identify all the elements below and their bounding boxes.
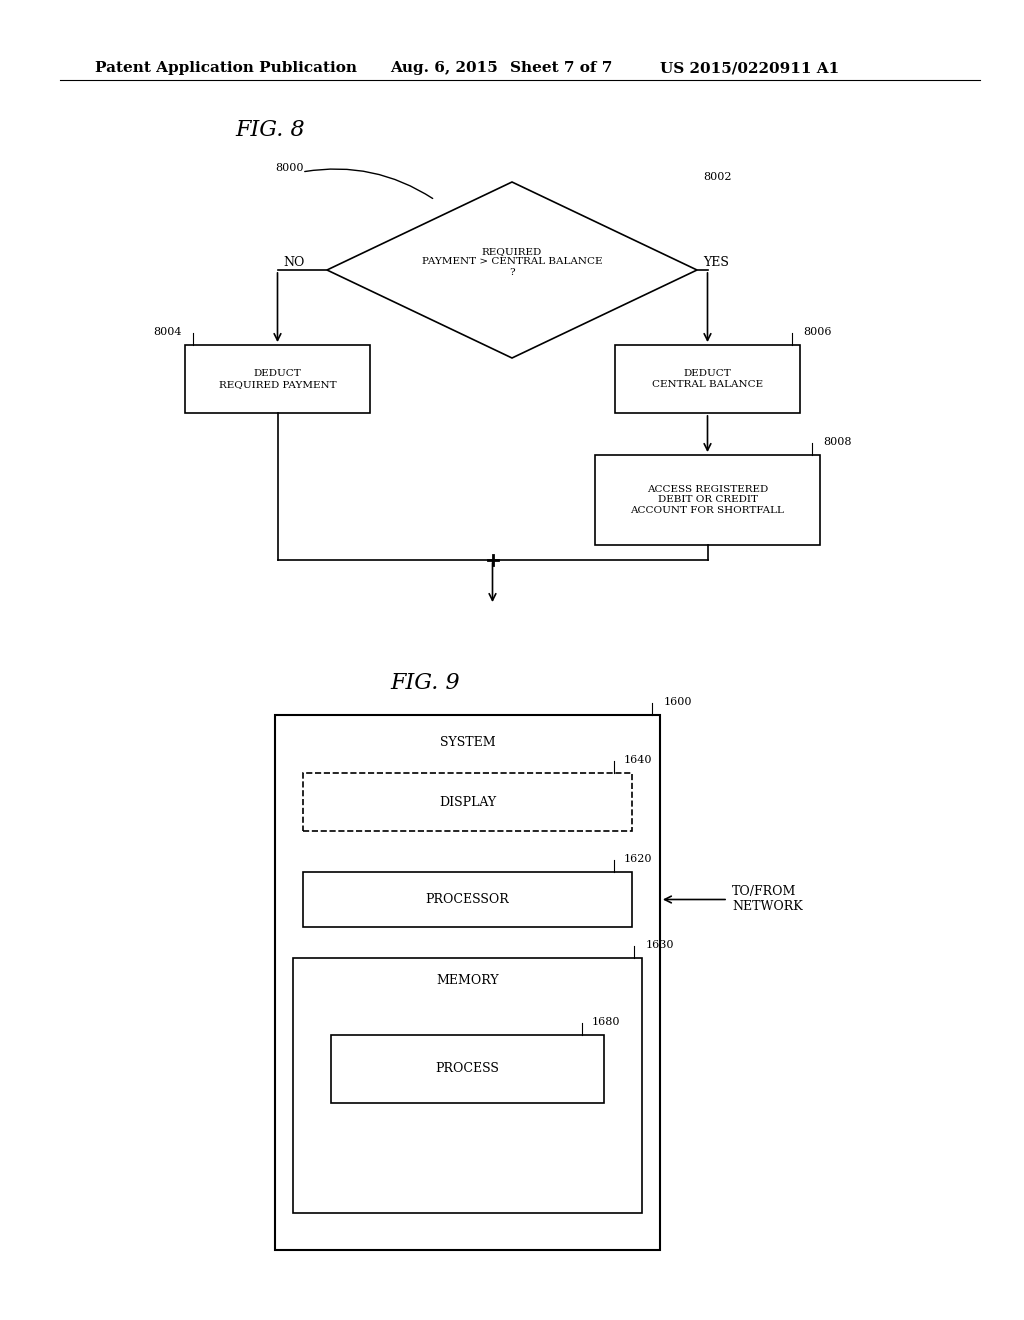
- Text: 1630: 1630: [646, 940, 675, 950]
- Text: 8008: 8008: [823, 437, 852, 447]
- Text: 8006: 8006: [803, 327, 831, 337]
- Text: REQUIRED
PAYMENT > CENTRAL BALANCE
?: REQUIRED PAYMENT > CENTRAL BALANCE ?: [422, 247, 602, 277]
- Bar: [303, 774, 632, 832]
- Text: YES: YES: [703, 256, 729, 268]
- Text: DEDUCT
CENTRAL BALANCE: DEDUCT CENTRAL BALANCE: [652, 370, 763, 388]
- Text: 1600: 1600: [664, 697, 692, 708]
- Text: US 2015/0220911 A1: US 2015/0220911 A1: [660, 61, 840, 75]
- Text: FIG. 9: FIG. 9: [390, 672, 460, 694]
- Bar: [331, 1035, 604, 1104]
- Text: MEMORY: MEMORY: [436, 974, 499, 986]
- Text: PROCESS: PROCESS: [435, 1063, 500, 1076]
- Text: Sheet 7 of 7: Sheet 7 of 7: [510, 61, 612, 75]
- Text: 1640: 1640: [624, 755, 652, 766]
- Text: ACCESS REGISTERED
DEBIT OR CREDIT
ACCOUNT FOR SHORTFALL: ACCESS REGISTERED DEBIT OR CREDIT ACCOUN…: [631, 486, 784, 515]
- Text: DISPLAY: DISPLAY: [439, 796, 496, 808]
- Bar: [303, 873, 632, 927]
- Bar: [595, 455, 820, 545]
- Text: FIG. 8: FIG. 8: [234, 119, 304, 141]
- Bar: [293, 958, 642, 1213]
- Bar: [615, 345, 800, 413]
- Bar: [185, 345, 370, 413]
- Text: SYSTEM: SYSTEM: [439, 737, 496, 750]
- Text: 1620: 1620: [624, 854, 652, 865]
- Text: 8000: 8000: [275, 162, 303, 173]
- Text: DEDUCT
REQUIRED PAYMENT: DEDUCT REQUIRED PAYMENT: [219, 370, 336, 388]
- Text: Patent Application Publication: Patent Application Publication: [95, 61, 357, 75]
- Text: 8004: 8004: [154, 327, 182, 337]
- Text: 1680: 1680: [592, 1016, 621, 1027]
- Bar: [275, 715, 660, 1250]
- Text: TO/FROM
NETWORK: TO/FROM NETWORK: [732, 886, 803, 913]
- Text: 8002: 8002: [703, 172, 731, 182]
- Text: Aug. 6, 2015: Aug. 6, 2015: [390, 61, 498, 75]
- Text: PROCESSOR: PROCESSOR: [426, 894, 509, 906]
- Text: NO: NO: [284, 256, 305, 268]
